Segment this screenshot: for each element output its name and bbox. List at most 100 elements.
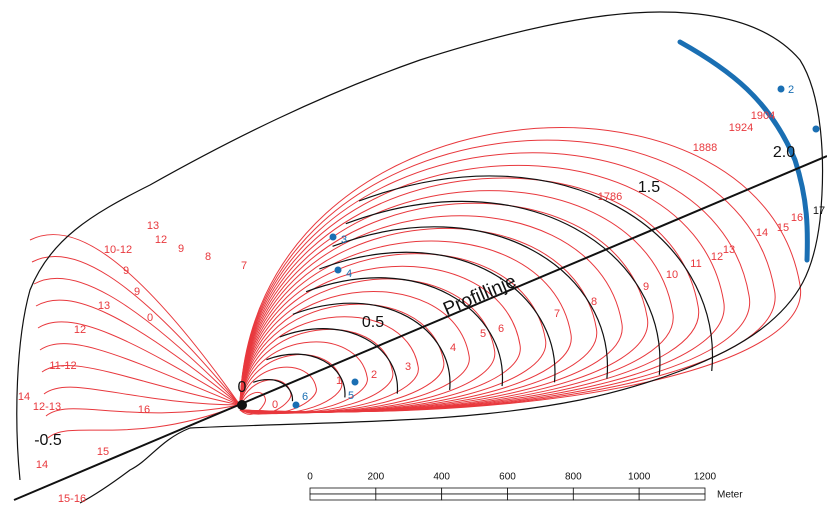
contour-line: [29, 234, 241, 406]
contour-label: 13: [98, 300, 110, 312]
blue-margin: [677, 39, 810, 263]
contour-label: 7: [241, 260, 247, 272]
year-label: 1924: [729, 122, 753, 134]
scale-segment: [375, 487, 443, 495]
point-label: 3: [341, 234, 347, 246]
contour-label: 14: [36, 459, 48, 471]
contour-label: 2: [371, 369, 377, 381]
year-label: 1904: [751, 110, 775, 122]
contour-label: 7: [554, 308, 560, 320]
point-label: 6: [302, 391, 308, 403]
contour-label: 10: [666, 269, 678, 281]
scale-tick-label: 1200: [694, 472, 717, 483]
contour-line: [239, 165, 725, 413]
scale-tick-label: 800: [565, 472, 582, 483]
labels: 13 10-12 12 9 8 7 9 9 13 0 12 11-12 14 1…: [18, 84, 825, 505]
contour-lines: [29, 127, 802, 439]
contour-label: 4: [450, 342, 456, 354]
contour-label: 15: [97, 446, 109, 458]
contour-label: 8: [205, 251, 211, 263]
contour-line: [39, 343, 241, 406]
contour-label: 0: [147, 312, 153, 324]
contour-line: [239, 127, 802, 413]
scale-segment: [507, 487, 574, 495]
origin-point: [237, 400, 247, 410]
velocity-contour: [279, 328, 398, 394]
velocity-contour: [332, 226, 609, 379]
scale-tick-label: 400: [433, 472, 450, 483]
point-dot: [334, 266, 342, 274]
contour-line: [239, 341, 368, 414]
velocity-contour: [305, 277, 503, 387]
scale-tick-label: 200: [367, 472, 384, 483]
contour-label: 0: [272, 399, 278, 411]
scale-tick-label: 0: [307, 472, 313, 483]
contour-label: 15-16: [58, 493, 86, 505]
contour-line: [239, 291, 470, 414]
scale-tick-label: 1000: [628, 472, 651, 483]
contour-label: 16: [791, 212, 803, 224]
scale-segment: [309, 493, 377, 501]
contour-line: [239, 303, 445, 414]
scale-segment: [309, 487, 377, 495]
contour-label: 9: [123, 265, 129, 277]
contour-label: 9: [643, 281, 649, 293]
point-dot: [292, 401, 300, 409]
distance-mark: 1.5: [638, 179, 660, 196]
distance-mark: 0: [238, 379, 247, 396]
profile-line: [13, 155, 827, 501]
velocity-contour: [266, 353, 346, 398]
point-label: 5: [348, 390, 354, 402]
contour-label: 10-12: [104, 244, 132, 256]
point-label: 2: [788, 84, 794, 96]
contour-label: 9: [178, 243, 184, 255]
velocity-contour: [292, 302, 451, 390]
contour-label: 6: [498, 323, 504, 335]
point-dot: [351, 378, 359, 386]
contour-line: [239, 152, 751, 413]
velocity-contour: [345, 200, 661, 375]
contour-label: 5: [480, 328, 486, 340]
contour-line: [239, 316, 419, 414]
contour-label: 3: [405, 361, 411, 373]
contour-line: [239, 265, 521, 414]
distance-mark: -0.5: [34, 432, 62, 449]
point-dot: [329, 233, 337, 241]
contour-label: 12: [711, 251, 723, 263]
contour-line: [239, 190, 674, 413]
contour-label: 16: [138, 404, 150, 416]
contour-line: [33, 277, 241, 406]
scale-unit: Meter: [717, 490, 743, 501]
scale-segment: [572, 487, 640, 495]
point-label: 4: [346, 268, 352, 280]
contour-line: [45, 404, 241, 417]
contour-line: [37, 321, 241, 406]
scale-segment: [638, 487, 706, 495]
contour-line: [31, 255, 241, 406]
measurement-dots: [292, 85, 820, 409]
contour-label: 13: [723, 244, 735, 256]
scale-tick-label: 600: [499, 472, 516, 483]
scale-segment: [441, 487, 508, 495]
contour-line: [239, 139, 776, 413]
contour-label: 14: [756, 227, 768, 239]
contour-label: 12: [74, 324, 86, 336]
contour-line: [41, 365, 241, 406]
scale-segment: [507, 493, 574, 501]
scale-segment: [375, 493, 443, 501]
contour-line: [47, 404, 241, 439]
contour-line: [239, 354, 343, 415]
contour-label: 12: [155, 234, 167, 246]
year-label: 1888: [693, 142, 717, 154]
velocity-contour: [253, 378, 294, 402]
contour-label: 1: [336, 375, 342, 387]
contour-line: [43, 386, 241, 406]
scale-segment: [638, 493, 706, 501]
distance-mark: 0.5: [362, 314, 384, 331]
contour-label: 9: [134, 286, 140, 298]
velocity-contour: [319, 251, 556, 383]
point-dot: [812, 125, 820, 133]
contour-label: 11-12: [49, 360, 76, 372]
